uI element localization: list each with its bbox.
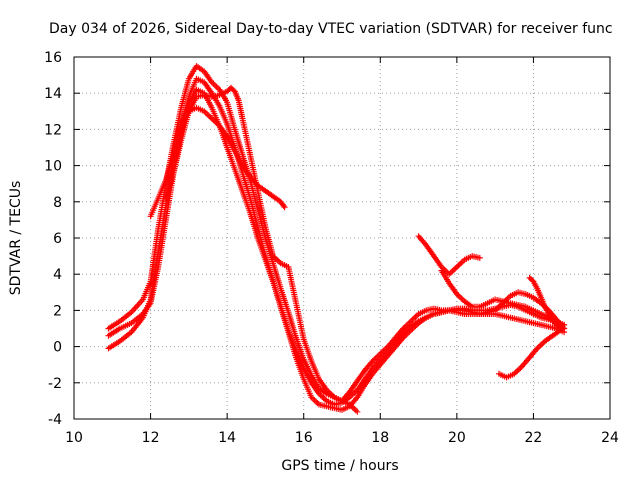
y-tick-label: 4 (53, 267, 62, 283)
y-tick-label: 10 (44, 159, 62, 175)
y-tick-label: 12 (44, 122, 62, 138)
data-point (556, 324, 562, 331)
y-tick-label: 8 (53, 195, 62, 211)
y-tick-label: -4 (48, 412, 62, 428)
x-tick-label: 12 (142, 430, 160, 446)
y-tick-labels: -4 -2 0 2 4 6 8 10 12 14 16 (44, 50, 62, 428)
x-tick-label: 20 (448, 430, 466, 446)
x-tick-label: 10 (65, 430, 83, 446)
x-tick-label: 22 (525, 430, 543, 446)
data-series-5 (162, 84, 361, 415)
grid (74, 57, 610, 419)
y-tick-label: 0 (53, 340, 62, 356)
axis-ticks (73, 56, 611, 420)
x-tick-label: 14 (218, 430, 236, 446)
y-tick-label: -2 (48, 376, 62, 392)
data-series-8 (496, 325, 568, 381)
x-tick-label: 24 (601, 430, 619, 446)
x-tick-label: 18 (371, 430, 389, 446)
data-point (557, 325, 564, 332)
chart-title: Day 034 of 2026, Sidereal Day-to-day VTE… (49, 21, 613, 37)
y-tick-label: 2 (53, 303, 62, 319)
data-point (354, 408, 361, 415)
data-point (281, 204, 288, 211)
y-tick-label: 14 (44, 86, 62, 102)
x-axis-label: GPS time / hours (281, 458, 398, 474)
y-axis-label: SDTVAR / TECUs (8, 181, 24, 296)
data-point (280, 202, 287, 209)
data-point (529, 277, 536, 284)
data-point (476, 254, 483, 261)
data-series-9 (526, 274, 564, 332)
series-layer (105, 63, 568, 415)
y-tick-label: 6 (53, 231, 62, 247)
x-tick-label: 16 (295, 430, 313, 446)
data-series-6 (415, 233, 483, 278)
x-tick-labels: 10 12 14 16 18 20 22 24 (65, 430, 619, 446)
y-tick-label: 16 (44, 50, 62, 66)
